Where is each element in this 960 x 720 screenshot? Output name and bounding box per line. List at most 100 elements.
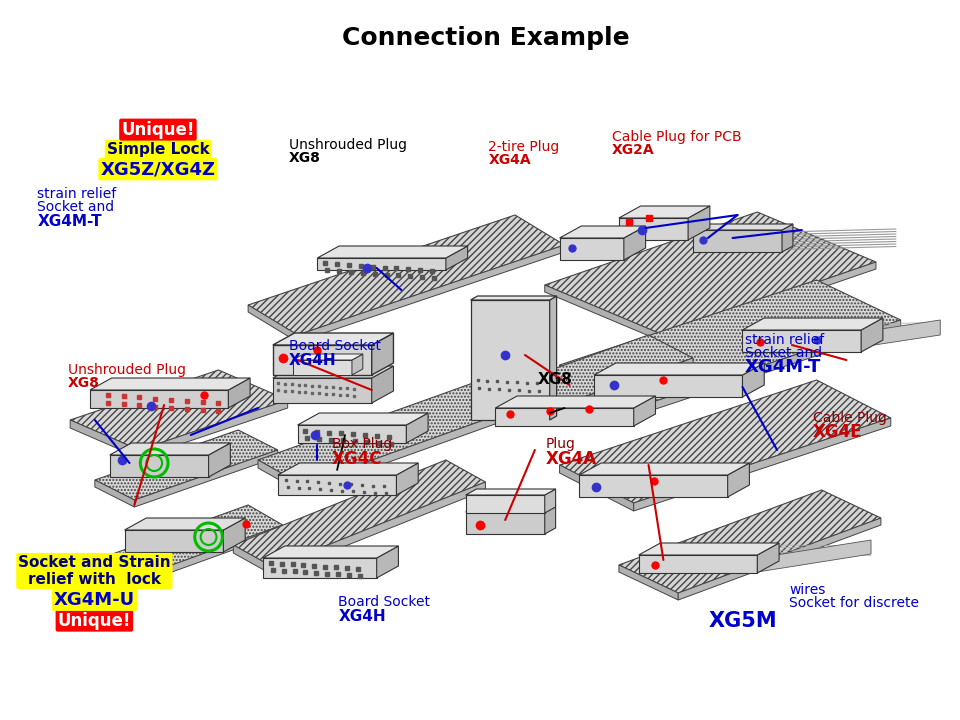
Text: XG4E: XG4E: [813, 423, 862, 441]
Polygon shape: [70, 420, 139, 458]
Text: XG4M-T: XG4M-T: [37, 215, 102, 229]
Polygon shape: [757, 540, 871, 572]
Polygon shape: [594, 375, 742, 397]
Polygon shape: [90, 378, 251, 390]
Polygon shape: [594, 363, 764, 375]
Polygon shape: [643, 320, 900, 413]
Polygon shape: [560, 280, 900, 405]
Text: Simple Lock: Simple Lock: [107, 142, 209, 156]
Text: XG4M-U: XG4M-U: [54, 590, 135, 608]
Text: XG5M: XG5M: [708, 611, 777, 631]
Polygon shape: [208, 443, 230, 477]
Polygon shape: [298, 413, 428, 425]
Text: wires: wires: [789, 583, 826, 598]
Polygon shape: [693, 224, 793, 230]
Polygon shape: [544, 212, 876, 335]
Text: XG8: XG8: [538, 372, 572, 387]
Polygon shape: [298, 425, 406, 443]
Text: Unique!: Unique!: [58, 611, 132, 629]
Text: Unshrouded Plug: Unshrouded Plug: [68, 363, 186, 377]
Polygon shape: [470, 300, 550, 420]
Polygon shape: [619, 490, 881, 593]
Polygon shape: [470, 296, 557, 300]
Polygon shape: [728, 463, 750, 497]
Text: Box Plug: Box Plug: [331, 437, 392, 451]
Polygon shape: [579, 475, 728, 497]
Text: 2-tire Plug: 2-tire Plug: [489, 140, 560, 154]
Polygon shape: [224, 518, 245, 552]
Text: XG5Z/XG4Z: XG5Z/XG4Z: [101, 161, 215, 179]
Polygon shape: [90, 390, 228, 408]
Polygon shape: [95, 430, 277, 500]
Polygon shape: [663, 262, 876, 342]
Text: XG4A: XG4A: [489, 153, 531, 167]
Polygon shape: [466, 506, 556, 512]
Polygon shape: [466, 512, 544, 534]
Polygon shape: [742, 330, 861, 352]
Polygon shape: [619, 206, 709, 218]
Polygon shape: [757, 543, 780, 573]
Text: Board Socket: Board Socket: [289, 338, 381, 353]
Polygon shape: [125, 518, 245, 530]
Polygon shape: [544, 285, 663, 342]
Text: XG8: XG8: [68, 376, 100, 390]
Text: Cable Plug: Cable Plug: [813, 410, 887, 425]
Polygon shape: [318, 246, 468, 258]
Polygon shape: [273, 378, 372, 403]
Polygon shape: [544, 506, 556, 534]
Polygon shape: [233, 545, 273, 575]
Polygon shape: [125, 530, 224, 552]
Polygon shape: [861, 318, 883, 352]
Polygon shape: [273, 366, 394, 378]
Polygon shape: [525, 358, 693, 425]
Polygon shape: [376, 546, 398, 578]
Polygon shape: [550, 296, 557, 420]
Polygon shape: [134, 450, 277, 507]
Polygon shape: [480, 335, 693, 418]
Polygon shape: [624, 226, 645, 260]
Polygon shape: [693, 230, 782, 252]
Polygon shape: [263, 558, 376, 578]
Text: Unique!: Unique!: [121, 121, 195, 139]
Polygon shape: [638, 543, 780, 555]
Text: Plug: Plug: [545, 437, 575, 451]
Polygon shape: [233, 460, 486, 567]
Polygon shape: [560, 238, 624, 260]
Polygon shape: [480, 395, 525, 425]
Polygon shape: [293, 354, 363, 360]
Text: XG4A: XG4A: [545, 449, 596, 468]
Polygon shape: [352, 354, 363, 375]
Polygon shape: [560, 365, 643, 413]
Polygon shape: [109, 555, 144, 582]
Text: Connection Example: Connection Example: [342, 26, 629, 50]
Polygon shape: [466, 489, 556, 495]
Polygon shape: [396, 463, 419, 495]
Polygon shape: [273, 345, 372, 375]
Polygon shape: [144, 525, 283, 582]
Text: Board Socket: Board Socket: [338, 595, 430, 609]
Polygon shape: [248, 215, 564, 335]
Text: strain relief: strain relief: [745, 333, 824, 347]
Polygon shape: [109, 455, 208, 477]
Polygon shape: [95, 480, 134, 507]
Polygon shape: [688, 206, 709, 240]
Polygon shape: [678, 518, 881, 600]
Polygon shape: [495, 396, 656, 408]
Text: Cable Plug for PCB: Cable Plug for PCB: [612, 130, 741, 144]
Polygon shape: [619, 565, 678, 600]
Polygon shape: [372, 333, 394, 375]
Polygon shape: [70, 370, 288, 450]
Text: strain relief: strain relief: [37, 187, 117, 202]
Text: Socket for discrete: Socket for discrete: [789, 596, 919, 611]
Text: XG2A: XG2A: [612, 143, 655, 157]
Polygon shape: [634, 418, 891, 511]
Polygon shape: [273, 333, 394, 345]
Text: XG4H: XG4H: [338, 609, 386, 624]
Polygon shape: [579, 463, 750, 475]
Polygon shape: [466, 495, 544, 513]
Text: Socket and: Socket and: [37, 200, 114, 215]
Polygon shape: [248, 305, 298, 342]
Polygon shape: [302, 400, 540, 493]
Polygon shape: [258, 375, 540, 485]
Polygon shape: [277, 463, 419, 475]
